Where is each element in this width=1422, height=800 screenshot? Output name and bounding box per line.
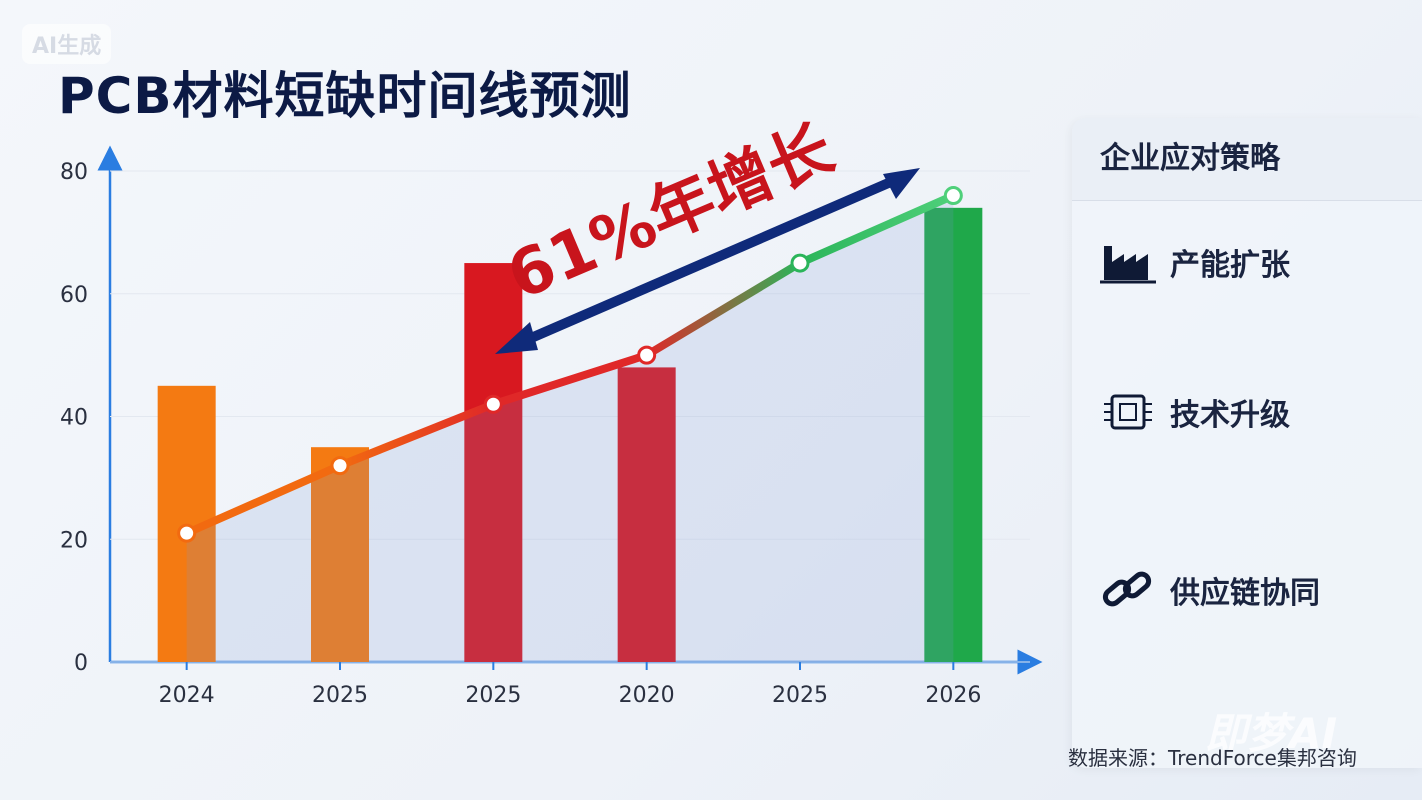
line-point <box>790 253 810 273</box>
bar <box>617 367 676 662</box>
y-tick-label: 60 <box>60 283 88 308</box>
y-tick-label: 80 <box>60 160 88 185</box>
x-tick-label: 2026 <box>925 683 981 708</box>
y-tick-label: 40 <box>60 406 88 431</box>
source-note: 数据来源：TrendForce集邦咨询 <box>1068 746 1357 770</box>
area <box>186 195 954 663</box>
item-label: 供应链协同 <box>1170 576 1320 611</box>
item-label: 产能扩张 <box>1170 248 1290 283</box>
line-point <box>637 345 657 365</box>
panel-item: 供应链协同 <box>1100 568 1320 612</box>
panel-title: 企业应对策略 <box>1072 118 1422 201</box>
link-icon <box>1102 571 1152 607</box>
panel-item: 产能扩张 <box>1100 240 1290 284</box>
chip-icon <box>1104 394 1152 430</box>
bar <box>464 263 523 662</box>
bar <box>924 207 983 662</box>
line-point <box>330 456 350 476</box>
strategy-panel: 企业应对策略 产能扩张 技术升级 供应链协同 <box>1072 118 1422 768</box>
line-point <box>483 394 503 414</box>
line-point <box>177 523 197 543</box>
trend-arrow <box>495 168 920 354</box>
watermark: 即梦AI <box>1205 709 1338 758</box>
factory-icon <box>1100 246 1156 284</box>
panel-item: 技术升级 <box>1100 390 1290 434</box>
x-tick-label: 2024 <box>159 683 215 708</box>
ai-badge: AI生成 <box>22 24 112 64</box>
x-tick-label: 2025 <box>312 683 368 708</box>
x-tick-label: 2025 <box>772 683 828 708</box>
line <box>182 191 958 538</box>
item-label: 技术升级 <box>1170 398 1290 433</box>
y-tick-label: 0 <box>74 651 88 676</box>
line-point <box>943 186 963 206</box>
page-title: PCB材料短缺时间线预测 <box>58 67 632 125</box>
x-tick-label: 2020 <box>619 683 675 708</box>
bar <box>311 447 369 662</box>
x-tick-label: 2025 <box>465 683 521 708</box>
y-tick-label: 20 <box>60 528 88 553</box>
